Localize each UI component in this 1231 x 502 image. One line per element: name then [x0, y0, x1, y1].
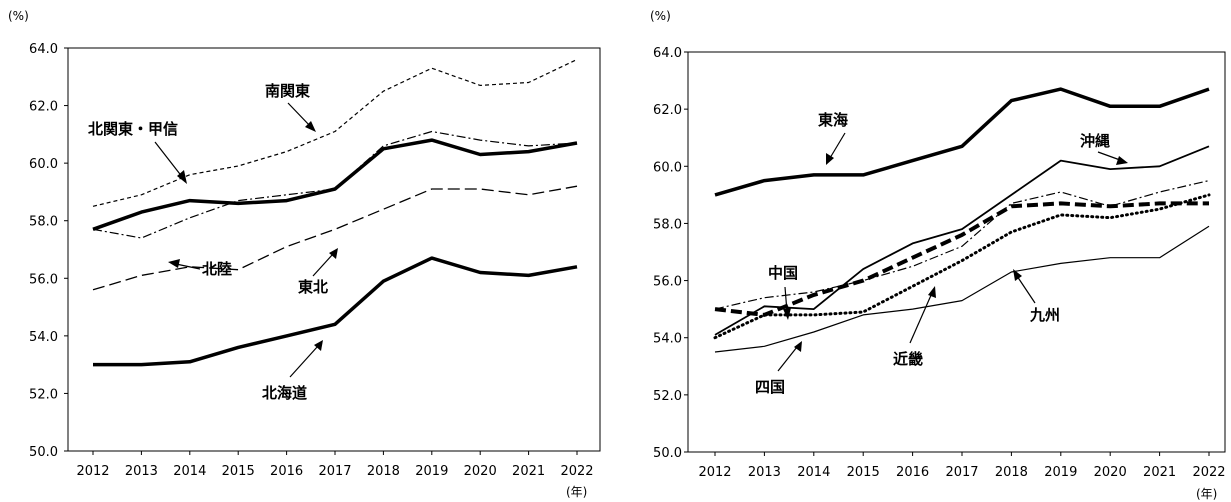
arrow-south-kanto	[287, 102, 313, 129]
arrowhead-hokuriku	[168, 259, 180, 268]
x-tick-label: 2012	[76, 464, 109, 479]
y-tick-label: 58.0	[29, 215, 58, 230]
left-x-ticks: 2012 2013 2014 2015 2016 2017 2018 2019 2020 2021…	[76, 451, 594, 479]
series-label-kinki: 近畿	[893, 350, 923, 368]
arrow-north-kanto-koshin	[154, 141, 184, 179]
arrow-kinki	[909, 292, 933, 344]
right-y-unit: (%)	[650, 9, 671, 23]
right-x-ticks: 2012 2013 2014 2015 2016 2017 2018 2019 2020 2021…	[698, 452, 1226, 480]
x-tick-label: 2019	[1044, 465, 1077, 480]
y-tick-label: 62.0	[653, 103, 682, 118]
x-tick-label: 2013	[748, 465, 781, 480]
x-tick-label: 2014	[173, 464, 206, 479]
right-chart: (%) 50.0 52.0 54.0 56.0 58.0 60.0 62.0 64.0 201…	[650, 9, 1226, 501]
y-tick-label: 60.0	[29, 157, 58, 172]
series-label-north-kanto-koshin: 北関東・甲信	[88, 120, 178, 138]
x-tick-label: 2012	[698, 465, 731, 480]
x-tick-label: 2017	[945, 465, 978, 480]
left-y-unit: (%)	[8, 9, 29, 23]
arrowhead-kyushu	[1013, 269, 1022, 281]
arrow-kyushu	[1016, 275, 1036, 304]
x-tick-label: 2015	[222, 464, 255, 479]
y-tick-label: 64.0	[29, 42, 58, 57]
arrow-chugoku	[784, 286, 788, 313]
arrowhead-okinawa	[1116, 156, 1128, 165]
arrowhead-tokai	[826, 153, 834, 165]
series-line-3	[714, 180, 1210, 310]
x-tick-label: 2016	[270, 464, 303, 479]
series-line-4	[714, 201, 1209, 317]
y-tick-label: 56.0	[29, 272, 58, 287]
x-tick-label: 2018	[995, 465, 1028, 480]
y-tick-label: 52.0	[653, 389, 682, 404]
left-plot-frame	[67, 47, 601, 452]
arrowhead-south-kanto	[305, 121, 316, 132]
x-tick-label: 2020	[464, 464, 497, 479]
arrowhead-tohoku	[329, 248, 338, 259]
x-tick-label: 2019	[415, 464, 448, 479]
x-tick-label: 2022	[560, 464, 593, 479]
arrow-tohoku	[312, 253, 334, 277]
series-label-hokkaido: 北海道	[262, 384, 307, 402]
series-label-tohoku: 東北	[298, 278, 328, 296]
left-y-ticks: 50.0 52.0 54.0 56.0 58.0 60.0 62.0 64.0	[29, 42, 68, 460]
x-tick-label: 2021	[1143, 465, 1176, 480]
y-tick-label: 50.0	[29, 445, 58, 460]
left-chart: (%) 50.0 52.0 54.0 56.0 58.0 60.0 62.0 64.0 201…	[8, 9, 601, 499]
arrowhead-chugoku	[783, 308, 791, 320]
y-tick-label: 60.0	[653, 160, 682, 175]
arrow-hokkaido	[289, 345, 319, 378]
series-line-2	[92, 138, 578, 231]
arrowhead-north-kanto-koshin	[177, 170, 187, 184]
left-x-unit: (年)	[566, 485, 587, 499]
x-tick-label: 2018	[367, 464, 400, 479]
series-line-6	[714, 225, 1210, 353]
series-line-2	[714, 145, 1210, 336]
series-line-5	[93, 256, 578, 367]
y-tick-label: 54.0	[29, 330, 58, 345]
arrow-hokuriku	[175, 263, 201, 270]
series-line-1	[92, 58, 578, 207]
x-tick-label: 2016	[896, 465, 929, 480]
right-plot-frame	[687, 51, 1226, 453]
left-series-lines	[92, 58, 578, 367]
right-x-unit: (年)	[1196, 487, 1217, 501]
series-line-3	[92, 130, 578, 239]
x-tick-label: 2020	[1094, 465, 1127, 480]
series-label-chugoku: 中国	[768, 264, 798, 282]
x-tick-label: 2015	[847, 465, 880, 480]
x-tick-label: 2017	[318, 464, 351, 479]
series-label-south-kanto: 南関東	[265, 82, 310, 100]
y-tick-label: 50.0	[653, 446, 682, 461]
x-tick-label: 2014	[797, 465, 830, 480]
series-label-kyushu: 九州	[1029, 306, 1060, 324]
y-tick-label: 62.0	[29, 100, 58, 115]
y-tick-label: 52.0	[29, 387, 58, 402]
right-series-lines	[713, 87, 1211, 353]
series-label-tokai: 東海	[818, 111, 848, 129]
x-tick-label: 2021	[512, 464, 545, 479]
series-label-hokuriku: 北陸	[202, 260, 232, 278]
series-line-1	[714, 87, 1210, 197]
arrow-tokai	[829, 132, 846, 159]
arrow-okinawa	[1097, 151, 1121, 161]
series-label-okinawa: 沖縄	[1080, 132, 1110, 150]
arrowhead-kinki	[928, 286, 936, 298]
y-tick-label: 64.0	[653, 46, 682, 61]
y-tick-label: 54.0	[653, 332, 682, 347]
series-line-5	[713, 193, 1211, 340]
arrow-shikoku	[777, 346, 798, 372]
series-label-shikoku: 四国	[755, 378, 785, 396]
y-tick-label: 58.0	[653, 217, 682, 232]
x-tick-label: 2013	[125, 464, 158, 479]
x-tick-label: 2022	[1192, 465, 1225, 480]
y-tick-label: 56.0	[653, 275, 682, 290]
arrowhead-hokkaido	[314, 340, 323, 351]
arrowhead-shikoku	[794, 341, 802, 352]
right-y-ticks: 50.0 52.0 54.0 56.0 58.0 60.0 62.0 64.0	[653, 46, 688, 461]
